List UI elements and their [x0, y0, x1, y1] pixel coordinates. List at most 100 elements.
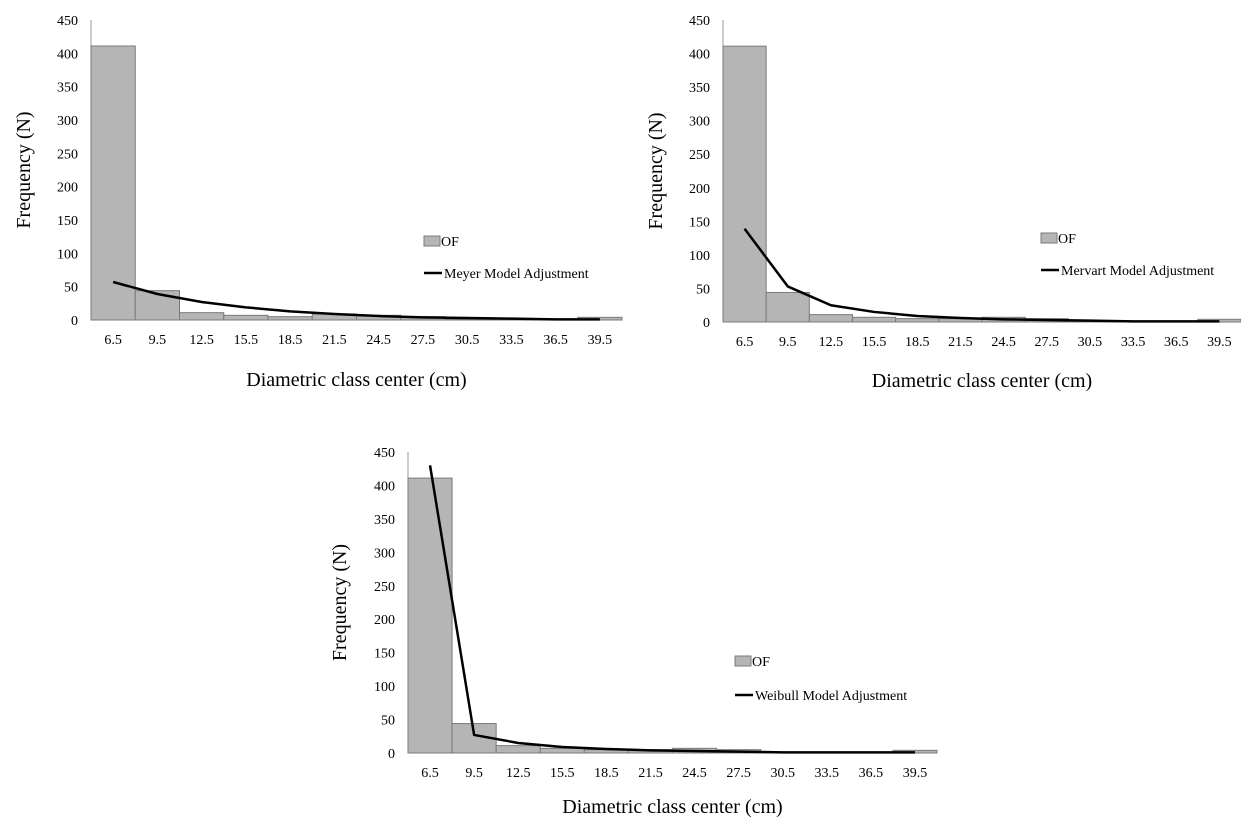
- x-tick-label: 9.5: [779, 335, 797, 350]
- x-tick-label: 30.5: [1078, 335, 1103, 350]
- legend-label-line: Weibull Model Adjustment: [755, 689, 907, 704]
- y-tick-label: 350: [689, 81, 710, 96]
- y-tick-label: 300: [374, 546, 395, 561]
- x-tick-label: 9.5: [149, 333, 167, 348]
- x-tick-label: 39.5: [1207, 335, 1232, 350]
- x-tick-label: 36.5: [859, 766, 884, 781]
- bar: [852, 316, 897, 323]
- y-tick-label: 450: [689, 14, 710, 29]
- bar: [495, 745, 541, 754]
- y-tick-label: 0: [388, 747, 395, 762]
- x-tick-label: 6.5: [421, 766, 439, 781]
- y-tick-label: 200: [374, 613, 395, 628]
- legend-label-line: Mervart Model Adjustment: [1061, 264, 1214, 279]
- chart-panel-1: 0 50 100 150 200 250 300 350 400 450 6.5 9.5 12.5 15.…: [13, 14, 623, 391]
- x-axis-title: Diametric class center (cm): [246, 369, 466, 391]
- x-tick-label: 12.5: [819, 335, 844, 350]
- bar: [267, 316, 313, 321]
- y-tick-label: 150: [374, 647, 395, 662]
- x-tick-label: 36.5: [1164, 335, 1189, 350]
- legend-swatch-bar: [1040, 232, 1058, 244]
- y-tick-label: 100: [374, 680, 395, 695]
- legend: OF Mervart Model Adjustment: [1040, 232, 1214, 279]
- y-tick-label: 300: [689, 115, 710, 130]
- model-line: [428, 465, 915, 754]
- y-tick-label: 400: [689, 48, 710, 63]
- legend: OF Meyer Model Adjustment: [423, 235, 589, 282]
- bar: [765, 291, 810, 323]
- x-tick-label: 18.5: [278, 333, 303, 348]
- y-tick-label: 0: [703, 316, 710, 331]
- x-tick-label: 18.5: [905, 335, 930, 350]
- x-tick-label: 39.5: [903, 766, 928, 781]
- legend: OF Weibull Model Adjustment: [734, 655, 907, 704]
- legend-swatch-bar: [423, 235, 441, 247]
- y-tick-label: 350: [57, 81, 78, 96]
- x-tick-label: 39.5: [588, 333, 613, 348]
- y-tick-label: 150: [57, 214, 78, 229]
- y-tick-label: 250: [689, 148, 710, 163]
- x-tick-label: 6.5: [104, 333, 122, 348]
- x-tick-label: 24.5: [366, 333, 391, 348]
- y-tick-label: 400: [374, 479, 395, 494]
- x-tick-label: 27.5: [411, 333, 436, 348]
- y-axis-title: Frequency (N): [13, 111, 35, 228]
- x-tick-label: 15.5: [862, 335, 887, 350]
- model-line: [112, 280, 600, 321]
- y-tick-label: 50: [696, 282, 710, 297]
- model-line: [743, 227, 1220, 323]
- y-tick-label: 0: [71, 314, 78, 329]
- x-tick-label: 33.5: [499, 333, 524, 348]
- x-tick-label: 21.5: [948, 335, 973, 350]
- legend-label-bar: OF: [752, 655, 770, 670]
- bar: [90, 45, 136, 321]
- bar: [808, 314, 853, 323]
- bar: [223, 314, 269, 321]
- x-tick-label: 6.5: [736, 335, 754, 350]
- y-tick-label: 350: [374, 513, 395, 528]
- x-tick-label: 36.5: [543, 333, 568, 348]
- y-tick-label: 50: [381, 714, 395, 729]
- legend-label-bar: OF: [441, 235, 459, 250]
- bar: [407, 477, 453, 754]
- y-tick-label: 250: [374, 580, 395, 595]
- x-tick-label: 12.5: [506, 766, 531, 781]
- legend-swatch-bar: [734, 655, 752, 667]
- y-tick-label: 200: [689, 182, 710, 197]
- y-tick-label: 300: [57, 114, 78, 129]
- y-tick-label: 250: [57, 147, 78, 162]
- chart-panel-2: 0 50 100 150 200 250 300 350 400 450 6.5 9.5 12.5 15.…: [645, 14, 1241, 392]
- y-tick-label: 450: [57, 14, 78, 29]
- x-tick-label: 21.5: [322, 333, 347, 348]
- legend-label-line: Meyer Model Adjustment: [444, 267, 589, 282]
- x-tick-label: 33.5: [1121, 335, 1146, 350]
- x-tick-label: 15.5: [234, 333, 259, 348]
- y-tick-label: 400: [57, 47, 78, 62]
- x-tick-label: 30.5: [770, 766, 795, 781]
- bar: [539, 747, 585, 754]
- x-tick-label: 18.5: [594, 766, 619, 781]
- y-axis-title: Frequency (N): [645, 112, 667, 229]
- x-tick-label: 24.5: [682, 766, 707, 781]
- y-tick-label: 150: [689, 215, 710, 230]
- x-tick-label: 21.5: [638, 766, 663, 781]
- x-tick-label: 33.5: [815, 766, 840, 781]
- x-axis-title: Diametric class center (cm): [872, 370, 1092, 392]
- y-axis-title: Frequency (N): [329, 544, 351, 661]
- bar: [722, 45, 767, 323]
- y-tick-label: 100: [57, 247, 78, 262]
- y-tick-label: 100: [689, 249, 710, 264]
- bar-series-OF: [90, 45, 623, 321]
- bar-series-OF: [407, 477, 938, 754]
- x-tick-label: 12.5: [189, 333, 214, 348]
- y-tick-label: 450: [374, 446, 395, 461]
- y-tick-label: 200: [57, 181, 78, 196]
- bar: [179, 312, 225, 321]
- x-tick-label: 9.5: [465, 766, 483, 781]
- bar: [895, 318, 940, 323]
- chart-panel-3: 0 50 100 150 200 250 300 350 400 450 6.5 9.5 12.5 15.…: [329, 446, 938, 818]
- x-tick-label: 27.5: [1035, 335, 1060, 350]
- x-axis-title: Diametric class center (cm): [562, 796, 782, 818]
- legend-label-bar: OF: [1058, 232, 1076, 247]
